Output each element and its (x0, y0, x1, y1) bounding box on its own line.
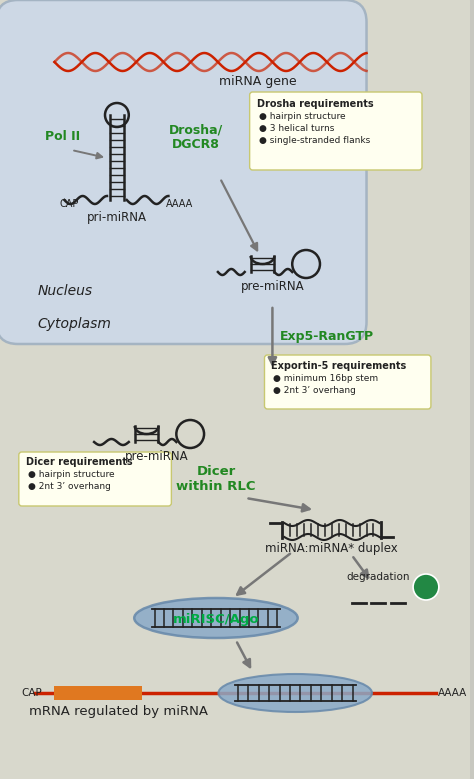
Text: Exp5-RanGTP: Exp5-RanGTP (280, 330, 374, 343)
Text: ● 2nt 3’ overhang: ● 2nt 3’ overhang (273, 386, 356, 395)
Text: miRNA:miRNA* duplex: miRNA:miRNA* duplex (265, 542, 398, 555)
Text: Cytoplasm: Cytoplasm (37, 317, 111, 331)
Text: AAAA: AAAA (165, 199, 193, 209)
Text: Drosha/
DGCR8: Drosha/ DGCR8 (169, 123, 223, 151)
Bar (55, 686, 142, 700)
Text: Drosha requirements: Drosha requirements (256, 99, 373, 109)
Text: ● 3 helical turns: ● 3 helical turns (258, 124, 334, 133)
Text: degradation: degradation (346, 572, 410, 582)
FancyBboxPatch shape (264, 355, 431, 409)
Text: ● 2nt 3’ overhang: ● 2nt 3’ overhang (28, 482, 110, 491)
Text: Pol II: Pol II (45, 130, 80, 143)
Circle shape (413, 574, 439, 600)
Text: miRISC/Ago: miRISC/Ago (173, 612, 259, 626)
FancyBboxPatch shape (0, 0, 366, 344)
Text: ● hairpin structure: ● hairpin structure (28, 470, 114, 479)
Text: pre-miRNA: pre-miRNA (125, 450, 188, 463)
Text: ● hairpin structure: ● hairpin structure (258, 112, 345, 121)
Text: Exportin-5 requirements: Exportin-5 requirements (272, 361, 407, 371)
Text: Nucleus: Nucleus (37, 284, 93, 298)
Text: ● single-stranded flanks: ● single-stranded flanks (258, 136, 370, 145)
FancyBboxPatch shape (250, 92, 422, 170)
Ellipse shape (219, 674, 372, 712)
Text: pre-miRNA: pre-miRNA (241, 280, 304, 293)
FancyBboxPatch shape (19, 452, 172, 506)
Text: pri-miRNA: pri-miRNA (87, 211, 147, 224)
Text: CAP: CAP (22, 688, 43, 698)
Text: ● minimum 16bp stem: ● minimum 16bp stem (273, 374, 379, 383)
Text: mRNA regulated by miRNA: mRNA regulated by miRNA (29, 705, 209, 718)
Ellipse shape (134, 598, 298, 638)
Text: Dicer
within RLC: Dicer within RLC (176, 465, 255, 493)
Text: miRNA gene: miRNA gene (219, 75, 296, 88)
Text: CAP: CAP (59, 199, 79, 209)
Text: Dicer requirements: Dicer requirements (26, 457, 132, 467)
Text: AAAA: AAAA (438, 688, 467, 698)
